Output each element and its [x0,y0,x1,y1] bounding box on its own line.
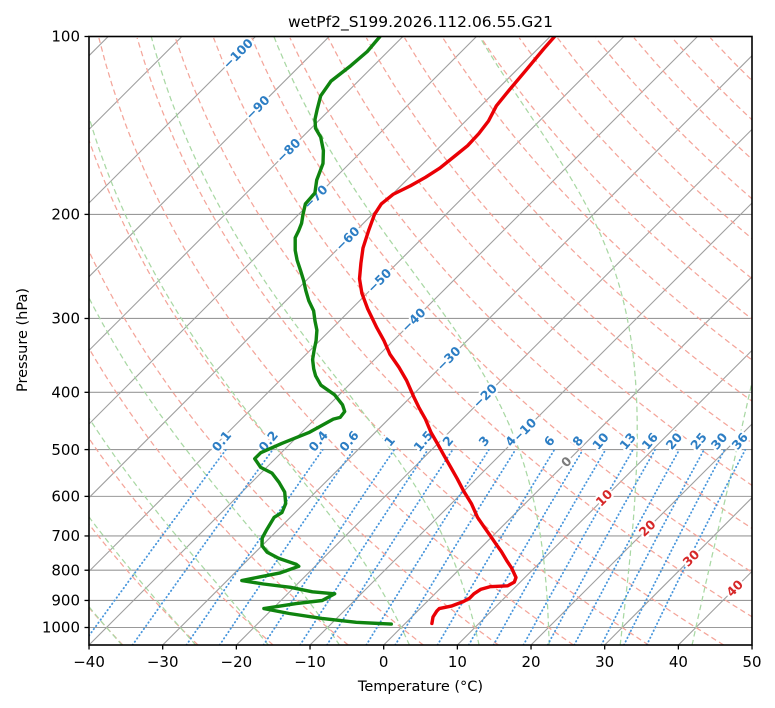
svg-text:8: 8 [569,433,586,449]
y-axis-label: Pressure (hPa) [15,288,31,392]
svg-text:3: 3 [475,433,492,449]
svg-text:200: 200 [51,206,80,224]
svg-text:1000: 1000 [42,619,80,637]
svg-text:30: 30 [595,653,614,671]
svg-text:0: 0 [379,653,389,671]
x-tick-labels: −40 −30 −20 −10 0 10 20 30 40 50 [73,653,761,671]
svg-text:10: 10 [448,653,467,671]
svg-text:40: 40 [669,653,688,671]
svg-text:900: 900 [51,592,80,610]
svg-text:2: 2 [439,433,456,449]
moist-adiabat-lines [89,36,752,645]
svg-text:20: 20 [521,653,540,671]
svg-text:−20: −20 [470,380,501,411]
plot-area: −100−90−80−70−60−50−40−30−20−10010203040… [42,28,762,671]
svg-text:−30: −30 [147,653,179,671]
y-tick-labels: 100 200 300 400 500 600 700 800 900 1000 [42,28,80,637]
svg-text:−40: −40 [73,653,105,671]
svg-text:100: 100 [51,28,80,46]
svg-text:300: 300 [51,310,80,328]
svg-text:500: 500 [51,441,80,459]
svg-text:1: 1 [381,433,398,449]
svg-text:−10: −10 [294,653,326,671]
svg-text:400: 400 [51,384,80,402]
svg-text:−20: −20 [221,653,253,671]
svg-text:−80: −80 [273,135,304,166]
svg-text:600: 600 [51,488,80,506]
pressure-gridlines [89,36,752,629]
svg-text:50: 50 [742,653,761,671]
dry-adiabat-lines [89,37,752,645]
axis-ticks [84,35,753,650]
svg-text:6: 6 [541,433,558,450]
temperature-curve [357,36,557,626]
isotherm-lines [89,36,752,645]
svg-text:700: 700 [51,527,80,545]
svg-text:0.1: 0.1 [209,428,235,455]
chart-title: wetPf2_S199.2026.112.06.55.G21 [288,13,553,32]
plot-border [88,35,753,646]
mixing-ratio-lines [89,449,747,645]
svg-text:800: 800 [51,561,80,579]
dewpoint-curve [240,36,393,626]
x-axis-label: Temperature (°C) [357,679,483,695]
